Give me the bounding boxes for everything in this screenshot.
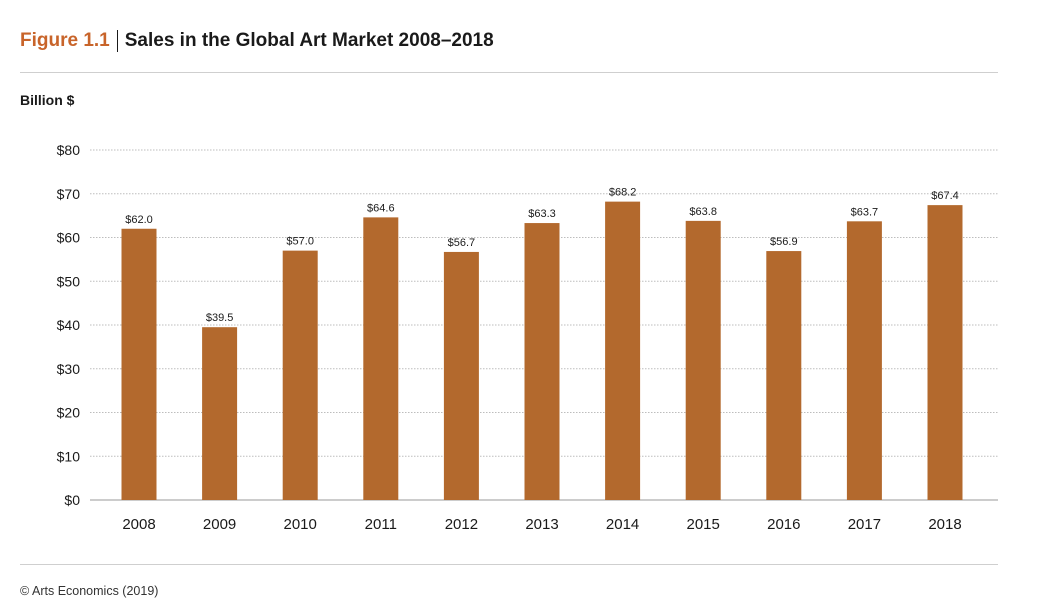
data-label: $63.3 [528, 208, 556, 220]
y-tick-label: $20 [57, 405, 81, 421]
y-tick-label: $50 [57, 273, 81, 289]
x-tick-label: 2010 [284, 516, 317, 533]
y-tick-label: $80 [57, 142, 81, 158]
x-tick-label: 2014 [606, 516, 639, 533]
y-tick-label: $0 [64, 492, 80, 508]
data-label: $63.8 [689, 206, 717, 218]
y-axis-unit-label: Billion $ [20, 92, 75, 108]
data-label: $39.5 [206, 312, 234, 324]
bar-2014 [605, 201, 641, 500]
data-label: $56.7 [448, 237, 476, 249]
x-tick-label: 2015 [687, 516, 720, 533]
chart-title: Sales in the Global Art Market 2008–2018 [124, 30, 494, 51]
bar-2012 [443, 251, 479, 500]
y-tick-label: $40 [57, 317, 81, 333]
data-label: $64.6 [367, 202, 395, 214]
x-tick-label: 2017 [848, 516, 881, 533]
data-label: $62.0 [125, 214, 153, 226]
x-tick-label: 2018 [928, 516, 961, 533]
data-label: $63.7 [851, 206, 879, 218]
x-tick-label: 2012 [445, 516, 478, 533]
y-tick-label: $60 [57, 230, 81, 246]
bar-chart: $0 $10 $20 $30 $40 $50 $60 $70 $80 $62.0 $39.5 $57… [57, 142, 998, 533]
bar-2009 [202, 327, 238, 500]
x-axis-ticks: 2008 2009 2010 2011 2012 2013 2014 2015 2016 2017… [122, 516, 961, 533]
bar-2010 [282, 250, 318, 500]
figure-label: Figure 1.1 [20, 30, 110, 51]
data-label: $67.4 [931, 190, 959, 202]
data-label: $56.9 [770, 236, 798, 248]
x-tick-label: 2013 [525, 516, 558, 533]
bars [121, 201, 963, 500]
source-credit: © Arts Economics (2019) [20, 584, 159, 598]
x-tick-label: 2008 [122, 516, 155, 533]
bar-2017 [846, 221, 882, 500]
data-labels: $62.0 $39.5 $57.0 $64.6 $56.7 $63.3 $68.2 $63.8… [125, 187, 959, 325]
bar-2011 [363, 217, 399, 500]
x-tick-label: 2011 [365, 516, 397, 533]
bar-2015 [685, 220, 721, 500]
title-separator [116, 30, 118, 52]
bar-2018 [927, 205, 963, 500]
y-tick-label: $10 [57, 448, 81, 464]
top-divider [20, 72, 998, 73]
bar-2008 [121, 228, 157, 500]
x-tick-label: 2009 [203, 516, 236, 533]
data-label: $68.2 [609, 187, 637, 199]
bar-2013 [524, 223, 560, 500]
x-tick-label: 2016 [767, 516, 800, 533]
figure-header: Figure 1.1 Sales in the Global Art Marke… [20, 26, 494, 56]
y-tick-label: $30 [57, 361, 81, 377]
data-label: $57.0 [286, 236, 314, 248]
y-tick-label: $70 [57, 186, 81, 202]
bottom-divider [20, 564, 998, 565]
bar-2016 [766, 251, 802, 500]
y-axis-ticks: $0 $10 $20 $30 $40 $50 $60 $70 $80 [57, 142, 81, 508]
